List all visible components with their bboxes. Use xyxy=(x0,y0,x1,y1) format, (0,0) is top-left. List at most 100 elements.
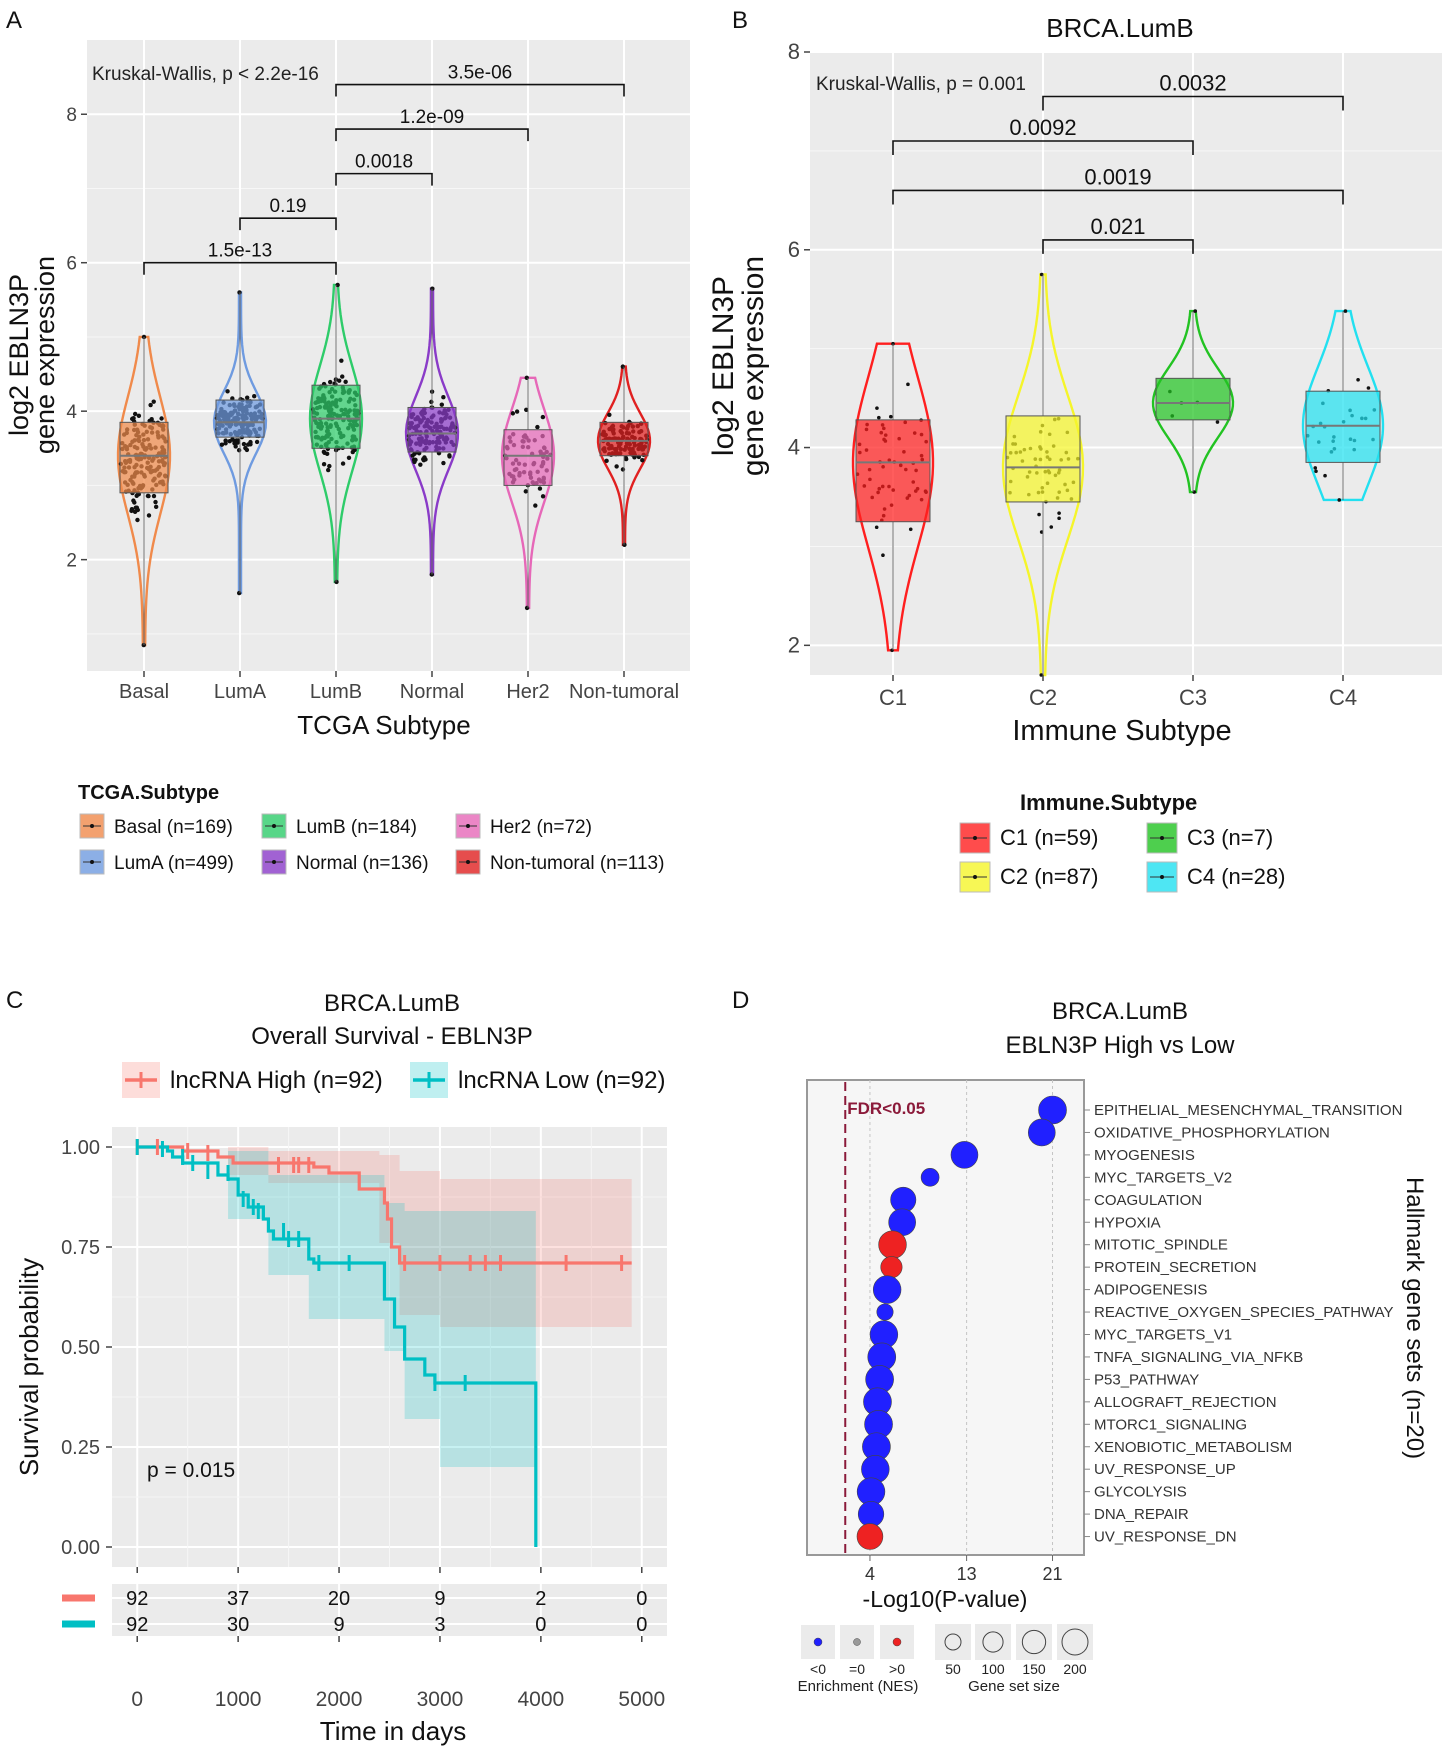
data-point xyxy=(145,493,151,499)
gene-set-point xyxy=(880,1256,903,1279)
legend-size-label: 150 xyxy=(1022,1661,1046,1677)
data-point xyxy=(132,509,138,515)
data-point xyxy=(232,441,237,446)
gene-set-label: TNFA_SIGNALING_VIA_NFKB xyxy=(1094,1349,1303,1366)
data-point xyxy=(337,378,342,383)
data-point xyxy=(421,457,426,463)
legend-label-basal: Basal (n=169) xyxy=(114,817,233,838)
y-tick-label: 6 xyxy=(788,237,800,262)
data-point xyxy=(343,379,348,385)
legend-key-dot xyxy=(90,824,94,828)
data-point xyxy=(1039,673,1044,677)
panel-c-title-line2: Overall Survival - EBLN3P xyxy=(251,1023,532,1050)
panel-label-b: B xyxy=(732,7,748,34)
data-point xyxy=(535,424,540,430)
data-point xyxy=(237,290,242,295)
data-point xyxy=(244,447,250,453)
gene-set-label: MYC_TARGETS_V1 xyxy=(1094,1327,1232,1344)
comparison-bracket xyxy=(892,140,1194,155)
legend-label-c3: C3 (n=7) xyxy=(1187,825,1273,850)
data-point xyxy=(236,448,242,453)
data-point xyxy=(219,442,225,447)
panel-label-c: C xyxy=(6,987,23,1014)
data-point xyxy=(1193,309,1198,313)
comparison-bracket xyxy=(335,83,625,97)
box-nontumoral xyxy=(599,421,649,457)
legend-label-low: lncRNA Low (n=92) xyxy=(458,1067,665,1094)
data-point xyxy=(540,414,546,420)
legend-key-background xyxy=(975,1624,1011,1660)
gene-set-label: DNA_REPAIR xyxy=(1094,1506,1189,1523)
legend-enrichment-title: Enrichment (NES) xyxy=(798,1678,919,1695)
confidence-band-high xyxy=(137,1147,632,1327)
box-her2 xyxy=(503,429,553,486)
data-point xyxy=(151,493,157,499)
legend-key-dot xyxy=(973,875,977,879)
data-point xyxy=(888,414,893,419)
data-point xyxy=(1037,512,1041,517)
panel-b-kruskal-wallis-text: Kruskal-Wallis, p = 0.001 xyxy=(816,74,1026,95)
panel-label-a: A xyxy=(6,7,22,34)
data-point xyxy=(1313,466,1318,470)
legend-key-dot xyxy=(466,860,470,864)
data-point xyxy=(607,412,612,418)
gene-set-label: MTORC1_SIGNALING xyxy=(1094,1416,1247,1433)
gene-set-label: UV_RESPONSE_DN xyxy=(1094,1529,1237,1546)
legend-label-high: lncRNA High (n=92) xyxy=(170,1067,383,1094)
comparison-p-value: 0.0019 xyxy=(1084,164,1151,189)
data-point xyxy=(151,399,156,404)
data-point xyxy=(225,389,230,394)
panel-c-y-axis-title: Survival probability xyxy=(14,1258,44,1476)
legend-label-c4: C4 (n=28) xyxy=(1187,864,1285,889)
panel-d-title-line1: BRCA.LumB xyxy=(1052,998,1188,1025)
data-point xyxy=(324,451,330,457)
data-point xyxy=(135,517,140,523)
legend-enrichment-label: >0 xyxy=(889,1661,905,1677)
gene-set-label: EPITHELIAL_MESENCHYMAL_TRANSITION xyxy=(1094,1102,1402,1119)
box-normal xyxy=(407,406,457,453)
panel-d-plot-frame xyxy=(806,1079,1085,1556)
data-point xyxy=(327,463,332,469)
comparison-bracket xyxy=(1042,95,1344,111)
comparison-p-value: 0.0092 xyxy=(1009,115,1076,140)
data-point xyxy=(339,358,344,363)
box-lumb xyxy=(311,384,361,449)
legend-size-label: 200 xyxy=(1063,1661,1087,1677)
data-point xyxy=(244,395,250,400)
gene-set-label: UV_RESPONSE_UP xyxy=(1094,1461,1236,1478)
data-point xyxy=(132,411,138,417)
gene-set-label: OXIDATIVE_PHOSPHORYLATION xyxy=(1094,1124,1330,1141)
data-point xyxy=(132,500,137,505)
x-tick-label: C3 xyxy=(1179,685,1207,710)
data-point xyxy=(325,467,331,473)
legend-label-her2: Her2 (n=72) xyxy=(490,817,592,838)
panel-b-y-axis-title-line1: log2 EBLN3P xyxy=(707,276,740,456)
data-point xyxy=(1343,309,1348,313)
comparison-bracket xyxy=(1042,239,1194,254)
comparison-p-value: 0.0018 xyxy=(355,152,413,173)
legend-key-dot xyxy=(973,836,977,840)
data-point xyxy=(1356,377,1360,382)
x-tick-label: LumA xyxy=(214,681,267,703)
risk-table-cell: 20 xyxy=(328,1588,350,1610)
x-tick-label: C4 xyxy=(1329,685,1357,710)
legend-key-dot xyxy=(90,860,94,864)
data-point xyxy=(321,449,327,455)
survival-curve-high xyxy=(137,1145,632,1265)
panel-a-y-axis-title-line1: log2 EBLN3P xyxy=(4,274,34,436)
data-point xyxy=(146,513,152,518)
y-tick-label: 6 xyxy=(66,254,77,275)
data-point xyxy=(906,382,910,387)
panel-b-x-axis-title: Immune Subtype xyxy=(1012,715,1231,747)
gene-set-label: XENOBIOTIC_METABOLISM xyxy=(1094,1439,1292,1456)
panel-a-kruskal-wallis-text: Kruskal-Wallis, p < 2.2e-16 xyxy=(92,64,319,85)
gene-set-point xyxy=(878,1230,907,1259)
panel-a-x-axis-title: TCGA Subtype xyxy=(297,710,470,740)
y-tick-label: 0.25 xyxy=(61,1437,100,1459)
x-tick-label: Normal xyxy=(400,681,464,703)
box-c1 xyxy=(855,419,931,523)
data-point xyxy=(413,457,418,463)
legend-key-background xyxy=(1016,1624,1052,1660)
risk-table-cell: 2 xyxy=(535,1588,546,1610)
legend-size-key xyxy=(944,1633,962,1651)
